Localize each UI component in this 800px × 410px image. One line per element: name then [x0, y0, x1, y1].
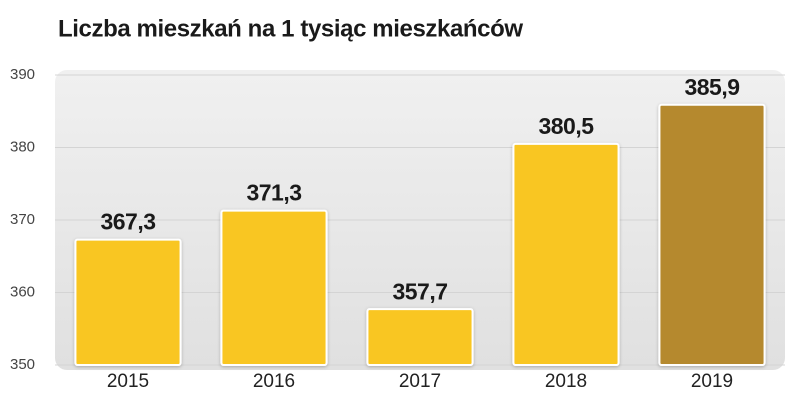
chart-title: Liczba mieszkań na 1 tysiąc mieszkańców — [58, 15, 523, 42]
bar — [74, 238, 182, 366]
bar — [512, 142, 620, 366]
x-tick-label: 2018 — [545, 371, 587, 392]
bar — [658, 103, 766, 366]
y-tick-label: 380 — [10, 138, 35, 155]
y-tick-label: 390 — [10, 66, 35, 83]
bar — [220, 209, 328, 366]
x-tick-label: 2017 — [399, 371, 441, 392]
value-label: 371,3 — [246, 180, 301, 206]
x-tick-label: 2015 — [107, 371, 149, 392]
value-label: 367,3 — [100, 209, 155, 235]
y-tick-label: 360 — [10, 283, 35, 300]
value-label: 385,9 — [684, 74, 739, 100]
bar — [366, 308, 474, 366]
y-tick-label: 350 — [10, 356, 35, 373]
x-tick-label: 2019 — [691, 371, 733, 392]
value-label: 380,5 — [538, 113, 594, 139]
y-tick-label: 370 — [10, 211, 35, 228]
value-label: 357,7 — [392, 278, 447, 304]
x-tick-label: 2016 — [253, 371, 295, 392]
